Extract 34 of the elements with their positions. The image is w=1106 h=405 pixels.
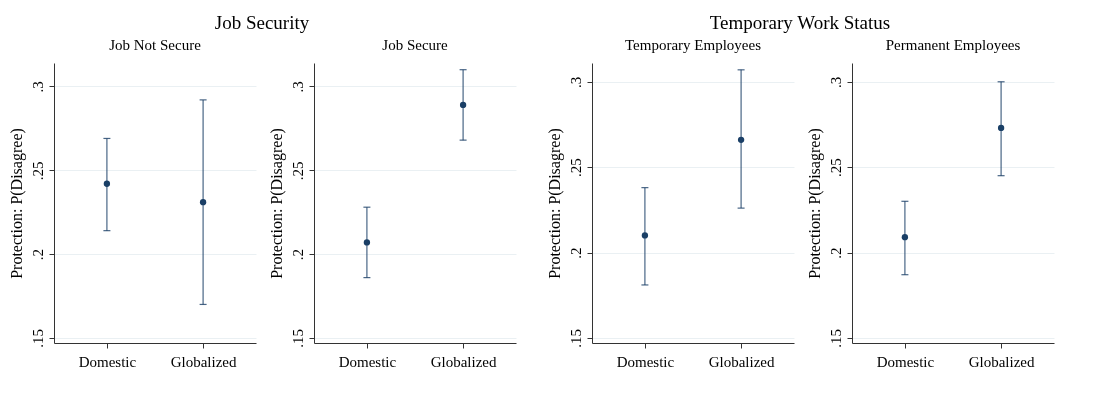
y-tick-label: .25 [29,161,46,181]
y-tick-label: .3 [289,81,306,93]
y-tick-label: .25 [289,161,306,181]
y-tick-label: .25 [567,158,584,178]
chart-subtitle: Permanent Employees [885,37,1021,53]
chart-subtitle: Temporary Employees [625,37,762,53]
chart-title: Temporary Work Status [709,12,891,35]
y-tick-label: .2 [29,249,46,261]
y-axis-title: Protection: P(Disagree) [267,128,286,279]
x-tick-label: Globalized [430,353,497,370]
y-tick-label: .2 [289,249,306,261]
x-tick-label: Globalized [708,353,775,370]
x-tick-label: Domestic [616,353,675,370]
y-axis-title: Protection: P(Disagree) [545,128,564,279]
x-tick-label: Domestic [78,353,137,370]
y-tick-label: .2 [567,247,584,259]
y-tick-label: .15 [29,329,46,348]
y-tick-label: .15 [567,329,584,348]
y-tick-label: .3 [29,81,46,93]
x-tick-label: Domestic [338,353,397,370]
y-tick-label: .25 [827,158,844,178]
y-tick-label: .15 [289,329,306,348]
y-axis-title: Protection: P(Disagree) [805,128,824,279]
chart-subtitle: Job Secure [382,37,449,53]
chart-title: Job Security [214,12,310,35]
y-tick-label: .3 [827,76,844,88]
chart-subtitle: Job Not Secure [109,37,202,53]
x-tick-label: Globalized [968,353,1035,370]
y-tick-label: .3 [567,76,584,88]
y-axis-title: Protection: P(Disagree) [7,128,26,279]
x-tick-label: Domestic [876,353,935,370]
y-tick-label: .15 [827,329,844,348]
x-tick-label: Globalized [170,353,237,370]
y-tick-label: .2 [827,247,844,259]
